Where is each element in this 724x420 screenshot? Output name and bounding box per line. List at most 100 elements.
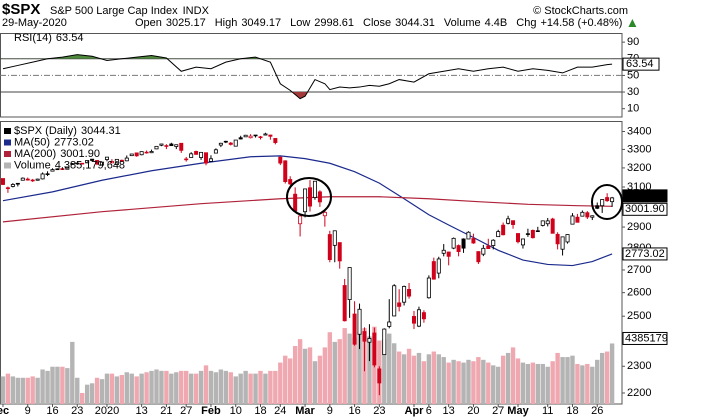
x-tick-label: 18: [566, 405, 578, 417]
candle-body: [40, 173, 45, 180]
x-tick-label: 26: [591, 405, 603, 417]
legend-swatch: [4, 162, 11, 169]
volume-bar: [184, 370, 189, 404]
rsi-overbought-fill: [47, 54, 261, 59]
candle-body: [516, 233, 521, 243]
volume-bar: [451, 359, 456, 404]
rsi-tick-label: 50: [627, 69, 639, 81]
annotation-circle: [286, 177, 332, 217]
volume-bar: [436, 354, 441, 404]
candle-body: [238, 137, 243, 140]
volume-bar: [45, 370, 50, 404]
y-tick-label: 2600: [627, 287, 651, 299]
volume-bar: [50, 366, 55, 404]
candle-body: [357, 308, 362, 335]
candle-body: [55, 168, 60, 171]
candle-body: [600, 199, 605, 207]
candle-body: [456, 245, 461, 252]
quote-value: 3044.31: [395, 17, 435, 29]
x-tick-label: 27: [492, 405, 504, 417]
candle-body: [501, 224, 506, 236]
candle-body: [213, 149, 218, 154]
candle-body: [332, 230, 337, 246]
volume-bar: [80, 392, 85, 404]
legend-swatch: [4, 151, 11, 157]
volume-bar: [169, 373, 174, 404]
candle-body: [124, 157, 129, 162]
rsi-tick-label: 90: [627, 36, 639, 48]
quote-label: Chg: [516, 17, 536, 29]
volume-bar: [0, 376, 6, 404]
x-tick-label: 11: [542, 405, 553, 417]
candle-body: [100, 161, 105, 166]
candle-body: [174, 144, 179, 147]
volume-bar: [421, 361, 427, 404]
volume-bar: [84, 384, 90, 404]
candle-body: [60, 168, 65, 171]
volume-bar: [292, 346, 298, 404]
candle-body: [258, 136, 263, 139]
volume-bar: [25, 377, 30, 404]
volume-bar: [525, 363, 531, 404]
candle-body: [114, 158, 119, 165]
ma50-tag-box: [622, 247, 668, 261]
candle-body: [154, 145, 159, 150]
rsi-tag: [622, 57, 660, 71]
quote-value: 3025.17: [166, 17, 206, 29]
volume-bar: [486, 362, 491, 404]
volume-bar: [332, 341, 337, 404]
annotation-circle: [591, 184, 623, 220]
moving-average: [2, 196, 613, 223]
candle-body: [486, 245, 491, 249]
y-tick-label: 2300: [627, 360, 651, 372]
exchange: INDX: [183, 5, 210, 17]
candle-body: [461, 238, 466, 249]
candle-body: [352, 313, 357, 345]
candle-body: [80, 162, 85, 165]
candle-body: [25, 178, 30, 181]
volume-bar: [124, 372, 129, 404]
volume-bar: [322, 347, 328, 404]
x-tick-label: 2020: [95, 405, 119, 417]
close-tag: 3044.31: [625, 190, 665, 202]
rsi-legend-name: RSI(14): [14, 32, 52, 44]
volume-bar: [307, 347, 313, 404]
candle-body: [402, 286, 407, 303]
volume-bar: [431, 351, 437, 404]
candle-body: [491, 239, 496, 246]
legend-name: Volume: [14, 159, 51, 171]
candle-body: [293, 193, 298, 212]
candle-body: [194, 151, 199, 155]
candle-body: [30, 179, 35, 182]
credit: © StockCharts.com: [533, 5, 628, 17]
x-tick-label: 20: [467, 405, 479, 417]
ma200-tag: 3001.90: [625, 203, 665, 215]
volume-bar: [99, 379, 105, 404]
volume-bar: [119, 375, 125, 404]
volume-bar: [530, 362, 536, 404]
quote-label: Low: [290, 17, 310, 29]
volume-bar: [406, 348, 412, 404]
volume-bar: [590, 366, 595, 404]
rsi-oversold-fill: [292, 92, 308, 99]
volume-bar: [570, 355, 575, 404]
x-tick-label: 9: [327, 405, 333, 417]
quote-label: High: [215, 17, 238, 29]
legend-name: $SPX (Daily): [14, 125, 77, 137]
candle-body: [362, 331, 367, 342]
volume-bar: [65, 368, 70, 404]
candle-body: [223, 140, 228, 143]
rsi-legend-value: 63.54: [56, 32, 84, 44]
candle-body: [268, 134, 273, 137]
volume-bar: [535, 363, 541, 404]
volume-bar: [198, 370, 204, 404]
candle-body: [104, 156, 109, 160]
candle-body: [535, 230, 540, 232]
volume-bar: [545, 366, 550, 404]
ma50-tag: 2773.02: [625, 248, 665, 260]
ma200-tag-box: [622, 202, 668, 216]
quote-value: 2998.61: [314, 17, 354, 29]
volume-bar: [109, 373, 115, 404]
candle-body: [184, 158, 189, 161]
